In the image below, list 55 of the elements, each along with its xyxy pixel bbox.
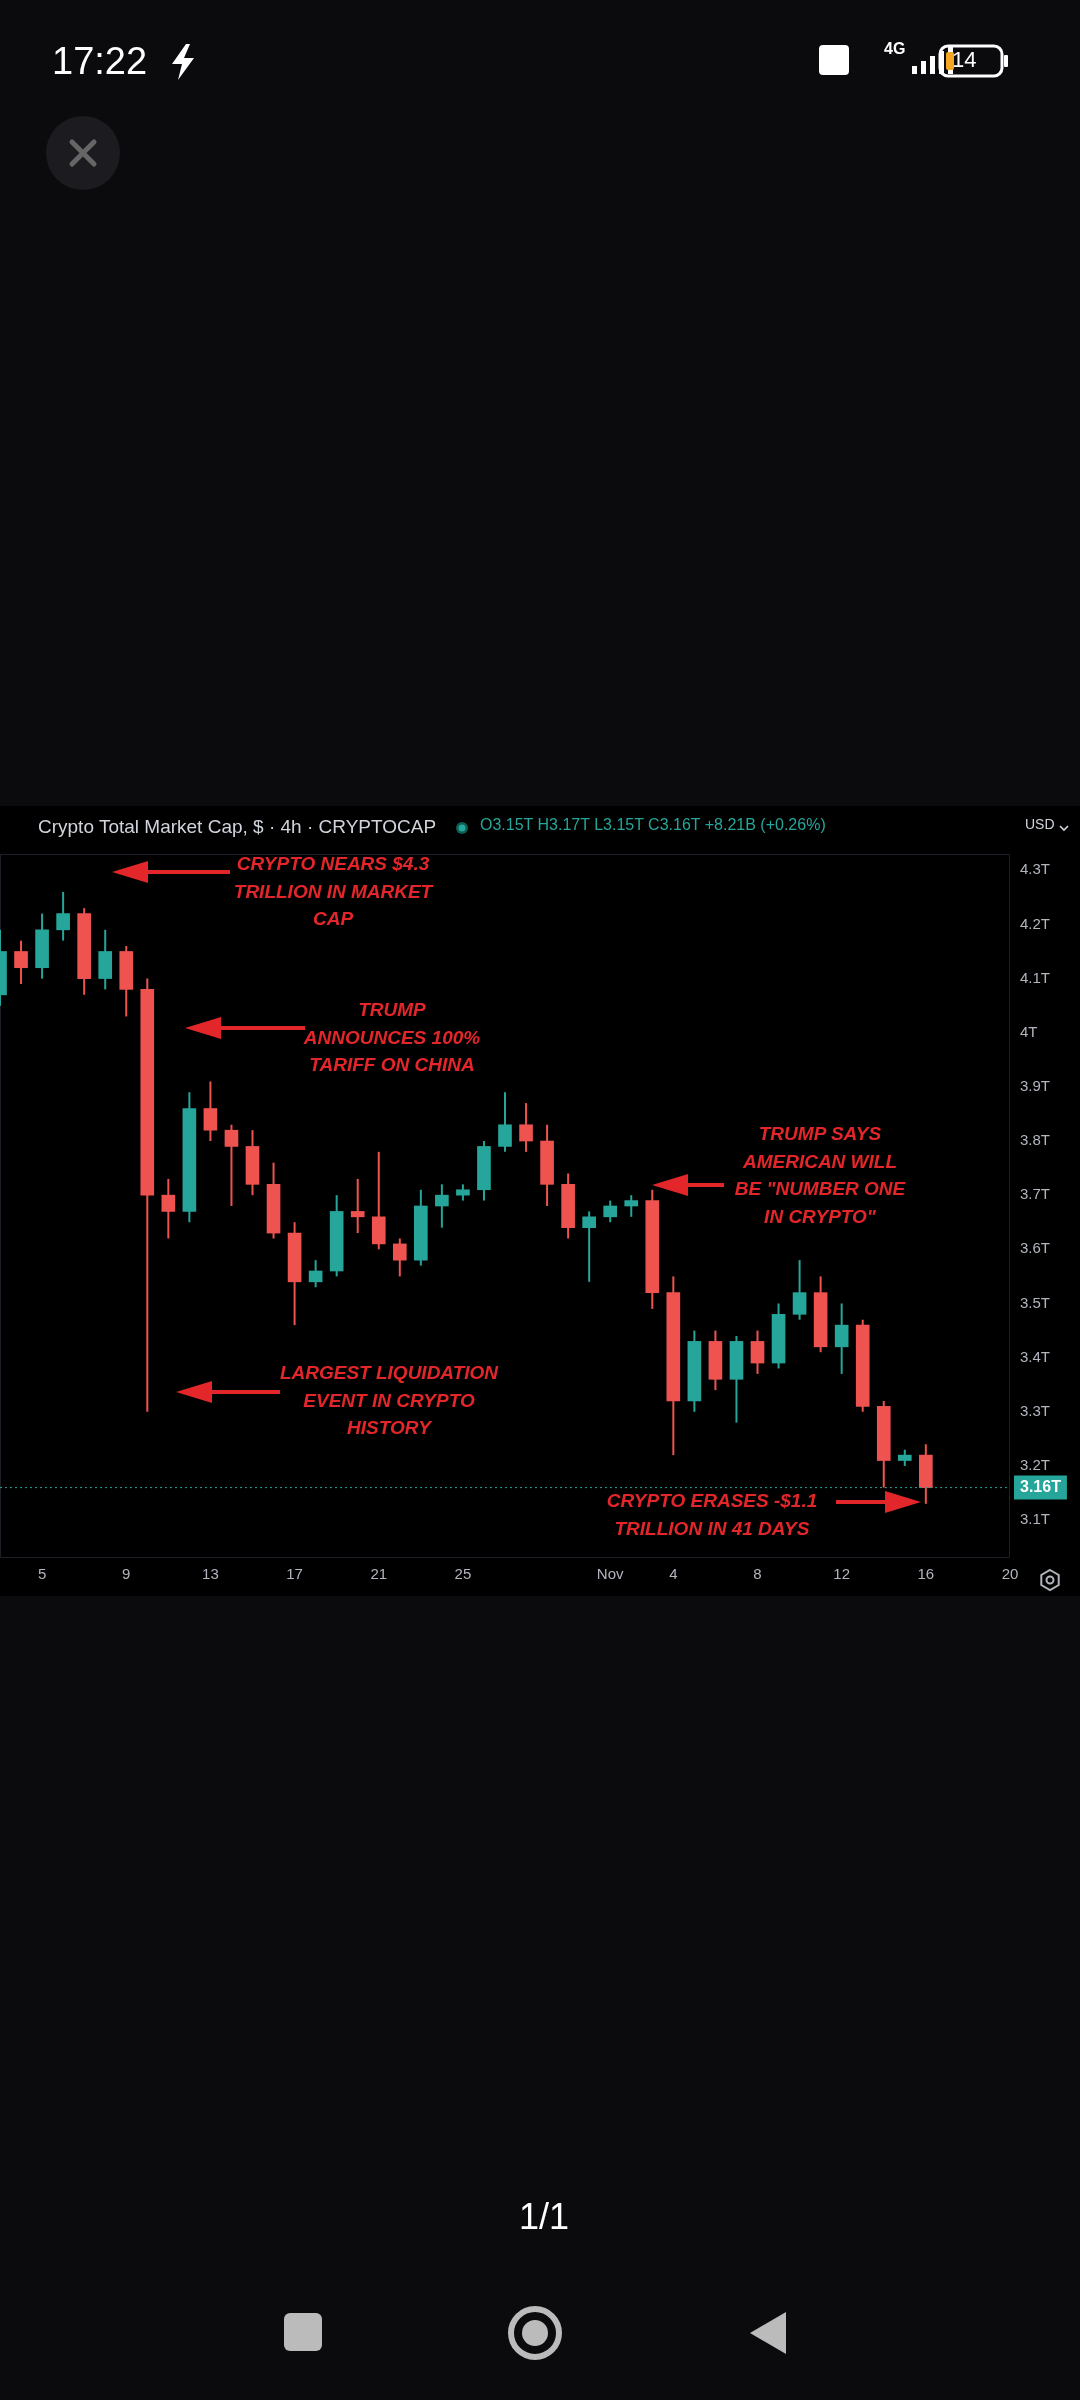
y-tick-label: 4.3T <box>1020 860 1051 878</box>
annotation: LARGEST LIQUIDATION EVENT IN CRYPTO HISTORY <box>278 1360 500 1440</box>
y-tick-label: 3.2T <box>1020 1456 1051 1474</box>
text: 4G <box>884 40 906 58</box>
x-tick-label: 16 <box>917 1565 935 1583</box>
candlestick <box>603 1199 618 1224</box>
text: 17:22 <box>52 40 148 83</box>
candlestick <box>14 939 28 985</box>
candlestick <box>792 1259 807 1321</box>
y-tick-label: 3.9T <box>1020 1077 1051 1094</box>
y-tick-label: 3.3T <box>1020 1401 1051 1419</box>
text: 14 <box>952 47 977 73</box>
candlestick <box>350 1177 365 1235</box>
text: 1/1 <box>519 2196 570 2238</box>
x-tick-label: 25 <box>454 1565 472 1583</box>
x-tick-label: 12 <box>833 1565 851 1583</box>
y-tick-label: 4.1T <box>1020 968 1051 986</box>
x-tick-label: 20 <box>1001 1565 1019 1583</box>
candlestick <box>624 1194 639 1218</box>
candlestick <box>750 1329 765 1375</box>
ref-line-label: 3.16T <box>1020 1478 1062 1496</box>
candlestick <box>582 1210 596 1283</box>
text: USD <box>1025 816 1055 832</box>
x-tick-label: 4 <box>669 1565 678 1583</box>
y-tick-label: 3.8T <box>1020 1131 1051 1149</box>
annotation: TRUMP ANNOUNCES 100% TARIFF ON CHINA <box>302 997 482 1077</box>
x-tick-label: 21 <box>370 1565 388 1583</box>
y-tick-label: 3.4T <box>1020 1347 1051 1365</box>
x-tick-label: 17 <box>286 1565 303 1583</box>
candlestick <box>498 1091 512 1153</box>
annotation: CRYPTO NEARS $4.3 TRILLION IN MARKET CAP <box>232 851 435 931</box>
annotation: TRUMP SAYS AMERICAN WILL BE "NUMBER ONE IN CRYPTO" <box>734 1121 906 1229</box>
x-tick-label: 5 <box>37 1565 47 1583</box>
candlestick <box>834 1302 849 1375</box>
x-tick-label: 8 <box>753 1565 762 1583</box>
candlestick <box>308 1259 323 1289</box>
chart-title: Crypto Total Market Cap, $ · 4h · CRYPTOCAP <box>38 816 437 838</box>
x-tick-label: 9 <box>122 1565 131 1583</box>
candlestick <box>519 1102 533 1153</box>
candlestick <box>161 1177 176 1240</box>
candlestick <box>203 1080 218 1143</box>
candlestick <box>435 1183 449 1229</box>
y-tick-label: 3.7T <box>1020 1185 1051 1203</box>
y-tick-label: 4.2T <box>1020 914 1051 932</box>
candlestick <box>224 1123 239 1207</box>
y-tick-label: 3.1T <box>1020 1510 1051 1528</box>
x-tick-label: Nov <box>596 1565 625 1583</box>
y-tick-label: 4T <box>1020 1022 1038 1040</box>
candlestick <box>56 890 70 942</box>
x-tick-label: 13 <box>202 1565 219 1583</box>
y-tick-label: 3.5T <box>1020 1293 1051 1311</box>
text: O3.15T H3.17T L3.15T C3.16T +8.21B (+0.26%) <box>480 816 826 834</box>
y-tick-label: 3.6T <box>1020 1239 1051 1257</box>
annotation: CRYPTO ERASES -$1.1 TRILLION IN 41 DAYS <box>605 1489 819 1541</box>
candlestick <box>392 1237 407 1278</box>
